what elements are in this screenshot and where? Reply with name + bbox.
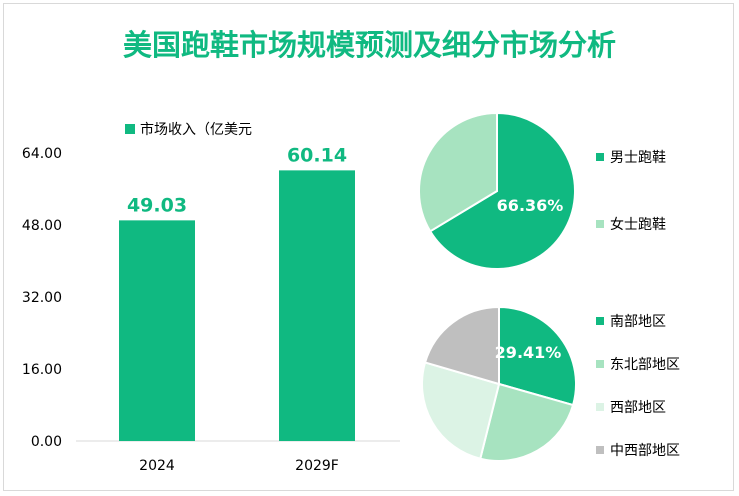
y-tick-label: 64.00 — [22, 146, 62, 162]
pie-slice — [428, 111, 576, 270]
legend-label: 东北部地区 — [610, 357, 680, 373]
y-tick-label: 0.00 — [31, 434, 62, 450]
legend-swatch — [596, 153, 604, 161]
gender-pie-chart: 66.36% — [418, 111, 576, 270]
legend-swatch — [596, 403, 604, 411]
legend-label: 西部地区 — [610, 400, 666, 416]
chart-title: 美国跑鞋市场规模预测及细分市场分析 — [122, 28, 616, 62]
legend-label: 女士跑鞋 — [610, 216, 666, 233]
legend-label: 中西部地区 — [610, 443, 680, 459]
pie-data-label: 29.41% — [495, 343, 562, 362]
legend-swatch — [596, 446, 604, 454]
y-tick-label: 16.00 — [22, 362, 62, 378]
bar-legend-label: 市场收入（亿美元 — [140, 121, 252, 138]
x-axis: 2024 2029F — [139, 458, 339, 474]
legend-swatch — [596, 360, 604, 368]
pie-slice — [421, 361, 501, 460]
bar-value-label: 60.14 — [287, 144, 347, 166]
pie-slice — [479, 382, 575, 462]
bar-legend-swatch — [125, 124, 135, 134]
legend-swatch — [596, 317, 604, 325]
pie-data-label: 66.36% — [497, 196, 564, 215]
bar — [119, 220, 195, 441]
y-tick-label: 48.00 — [22, 218, 62, 234]
chart-frame — [3, 3, 734, 491]
x-tick-label: 2029F — [295, 458, 339, 474]
pie-slice — [498, 305, 577, 407]
y-axis: 0.00 16.00 32.00 48.00 64.00 — [22, 146, 62, 450]
region-pie-chart: 29.41% — [421, 305, 577, 462]
legend-label: 南部地区 — [610, 314, 666, 330]
pie-slice — [418, 111, 498, 233]
legend-swatch — [596, 220, 604, 228]
bar — [279, 170, 355, 441]
legend-label: 男士跑鞋 — [610, 150, 666, 166]
bar-value-label: 49.03 — [127, 194, 187, 216]
pie-slice — [423, 305, 500, 386]
y-tick-label: 32.00 — [22, 290, 62, 306]
x-tick-label: 2024 — [139, 458, 175, 474]
bars: 49.03 60.14 — [119, 144, 355, 441]
